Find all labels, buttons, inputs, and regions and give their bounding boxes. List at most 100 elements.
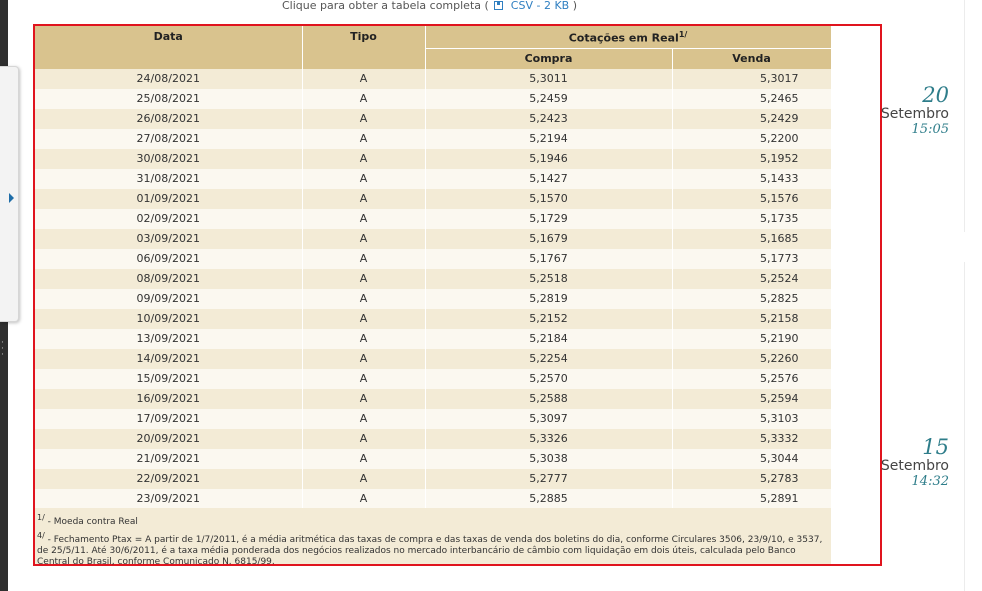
cell-venda: 5,2524 <box>672 268 832 289</box>
cell-venda: 5,2260 <box>672 348 832 369</box>
cell-venda: 5,3044 <box>672 448 832 469</box>
cell-tipo: A <box>302 248 426 269</box>
quotes-body: 24/08/2021 A 5,3011 5,3017 25/08/2021 A 5,2459… <box>35 68 832 509</box>
cell-compra: 5,2570 <box>425 368 673 389</box>
cell-data: 25/08/2021 <box>35 88 303 109</box>
quotes-table: Data Tipo Cotações em Real1/ Compra Vend… <box>35 26 832 509</box>
date-month: Setembro <box>880 458 949 474</box>
cell-venda: 5,2200 <box>672 128 832 149</box>
date-time: 14:32 <box>911 474 949 489</box>
full-table-label: Clique para obter a tabela completa ( <box>282 0 489 12</box>
cell-tipo: A <box>302 368 426 389</box>
cell-data: 09/09/2021 <box>35 288 303 309</box>
save-icon[interactable] <box>494 1 504 10</box>
cell-tipo: A <box>302 468 426 489</box>
cell-venda: 5,2891 <box>672 488 832 509</box>
footnote-4-text: - Fechamento Ptax = A partir de 1/7/2011… <box>37 535 823 567</box>
cell-data: 24/08/2021 <box>35 68 303 89</box>
cell-tipo: A <box>302 208 426 229</box>
table-row: 09/09/2021 A 5,2819 5,2825 <box>35 288 832 309</box>
csv-download-link[interactable]: CSV - 2 KB <box>510 0 570 12</box>
cell-data: 17/09/2021 <box>35 408 303 429</box>
cell-tipo: A <box>302 88 426 109</box>
cell-data: 10/09/2021 <box>35 308 303 329</box>
full-table-link-row: Clique para obter a tabela completa ( CS… <box>282 0 577 14</box>
cell-data: 13/09/2021 <box>35 328 303 349</box>
cell-tipo: A <box>302 268 426 289</box>
table-row: 21/09/2021 A 5,3038 5,3044 <box>35 448 832 469</box>
cell-compra: 5,2254 <box>425 348 673 369</box>
cell-venda: 5,2594 <box>672 388 832 409</box>
date-day: 20 <box>922 83 949 107</box>
cell-venda: 5,1952 <box>672 148 832 169</box>
cell-venda: 5,1685 <box>672 228 832 249</box>
table-row: 17/09/2021 A 5,3097 5,3103 <box>35 408 832 429</box>
cell-compra: 5,3097 <box>425 408 673 429</box>
table-row: 16/09/2021 A 5,2588 5,2594 <box>35 388 832 409</box>
cell-tipo: A <box>302 228 426 249</box>
date-block: 20 Setembro 15:05 <box>869 84 949 138</box>
header-tipo: Tipo <box>302 26 426 69</box>
cell-tipo: A <box>302 148 426 169</box>
cell-venda: 5,1735 <box>672 208 832 229</box>
table-row: 25/08/2021 A 5,2459 5,2465 <box>35 88 832 109</box>
date-time: 15:05 <box>911 122 949 137</box>
cell-tipo: A <box>302 188 426 209</box>
cell-venda: 5,3103 <box>672 408 832 429</box>
chevron-right-icon[interactable] <box>9 193 14 203</box>
table-row: 03/09/2021 A 5,1679 5,1685 <box>35 228 832 249</box>
cell-venda: 5,1433 <box>672 168 832 189</box>
cell-compra: 5,2588 <box>425 388 673 409</box>
cell-compra: 5,1427 <box>425 168 673 189</box>
header-cotacoes-label: Cotações em Real <box>568 31 679 45</box>
table-row: 22/09/2021 A 5,2777 5,2783 <box>35 468 832 489</box>
cell-data: 30/08/2021 <box>35 148 303 169</box>
cell-compra: 5,2423 <box>425 108 673 129</box>
cell-venda: 5,2825 <box>672 288 832 309</box>
date-day: 15 <box>922 435 949 459</box>
cell-venda: 5,2158 <box>672 308 832 329</box>
cell-data: 14/09/2021 <box>35 348 303 369</box>
cell-data: 22/09/2021 <box>35 468 303 489</box>
cell-data: 02/09/2021 <box>35 208 303 229</box>
cell-compra: 5,2194 <box>425 128 673 149</box>
cell-tipo: A <box>302 288 426 309</box>
cell-data: 06/09/2021 <box>35 248 303 269</box>
cell-tipo: A <box>302 408 426 429</box>
cell-data: 01/09/2021 <box>35 188 303 209</box>
cell-tipo: A <box>302 108 426 129</box>
paren-close: ) <box>572 0 577 12</box>
cell-compra: 5,1767 <box>425 248 673 269</box>
cell-data: 23/09/2021 <box>35 488 303 509</box>
cell-compra: 5,1729 <box>425 208 673 229</box>
table-row: 30/08/2021 A 5,1946 5,1952 <box>35 148 832 169</box>
footnote-4: 4/ - Fechamento Ptax = A partir de 1/7/2… <box>37 530 829 568</box>
footnotes: 1/ - Moeda contra Real 4/ - Fechamento P… <box>35 508 831 567</box>
table-row: 02/09/2021 A 5,1729 5,1735 <box>35 208 832 229</box>
header-compra: Compra <box>425 47 673 69</box>
cell-venda: 5,2783 <box>672 468 832 489</box>
cell-compra: 5,2777 <box>425 468 673 489</box>
table-row: 24/08/2021 A 5,3011 5,3017 <box>35 68 832 89</box>
cell-data: 31/08/2021 <box>35 168 303 189</box>
table-row: 10/09/2021 A 5,2152 5,2158 <box>35 308 832 329</box>
date-block: 15 Setembro 14:32 <box>869 436 949 490</box>
cell-compra: 5,2819 <box>425 288 673 309</box>
cell-compra: 5,3011 <box>425 68 673 89</box>
divider <box>964 262 965 591</box>
cell-data: 16/09/2021 <box>35 388 303 409</box>
cell-data: 08/09/2021 <box>35 268 303 289</box>
cell-tipo: A <box>302 168 426 189</box>
cell-venda: 5,1576 <box>672 188 832 209</box>
cell-compra: 5,1570 <box>425 188 673 209</box>
table-row: 31/08/2021 A 5,1427 5,1433 <box>35 168 832 189</box>
table-row: 08/09/2021 A 5,2518 5,2524 <box>35 268 832 289</box>
cell-compra: 5,2885 <box>425 488 673 509</box>
header-venda: Venda <box>672 47 832 69</box>
footnote-1: 1/ - Moeda contra Real <box>37 512 829 528</box>
table-row: 27/08/2021 A 5,2194 5,2200 <box>35 128 832 149</box>
divider <box>964 0 965 232</box>
cell-tipo: A <box>302 308 426 329</box>
cell-compra: 5,3326 <box>425 428 673 449</box>
cell-venda: 5,2576 <box>672 368 832 389</box>
